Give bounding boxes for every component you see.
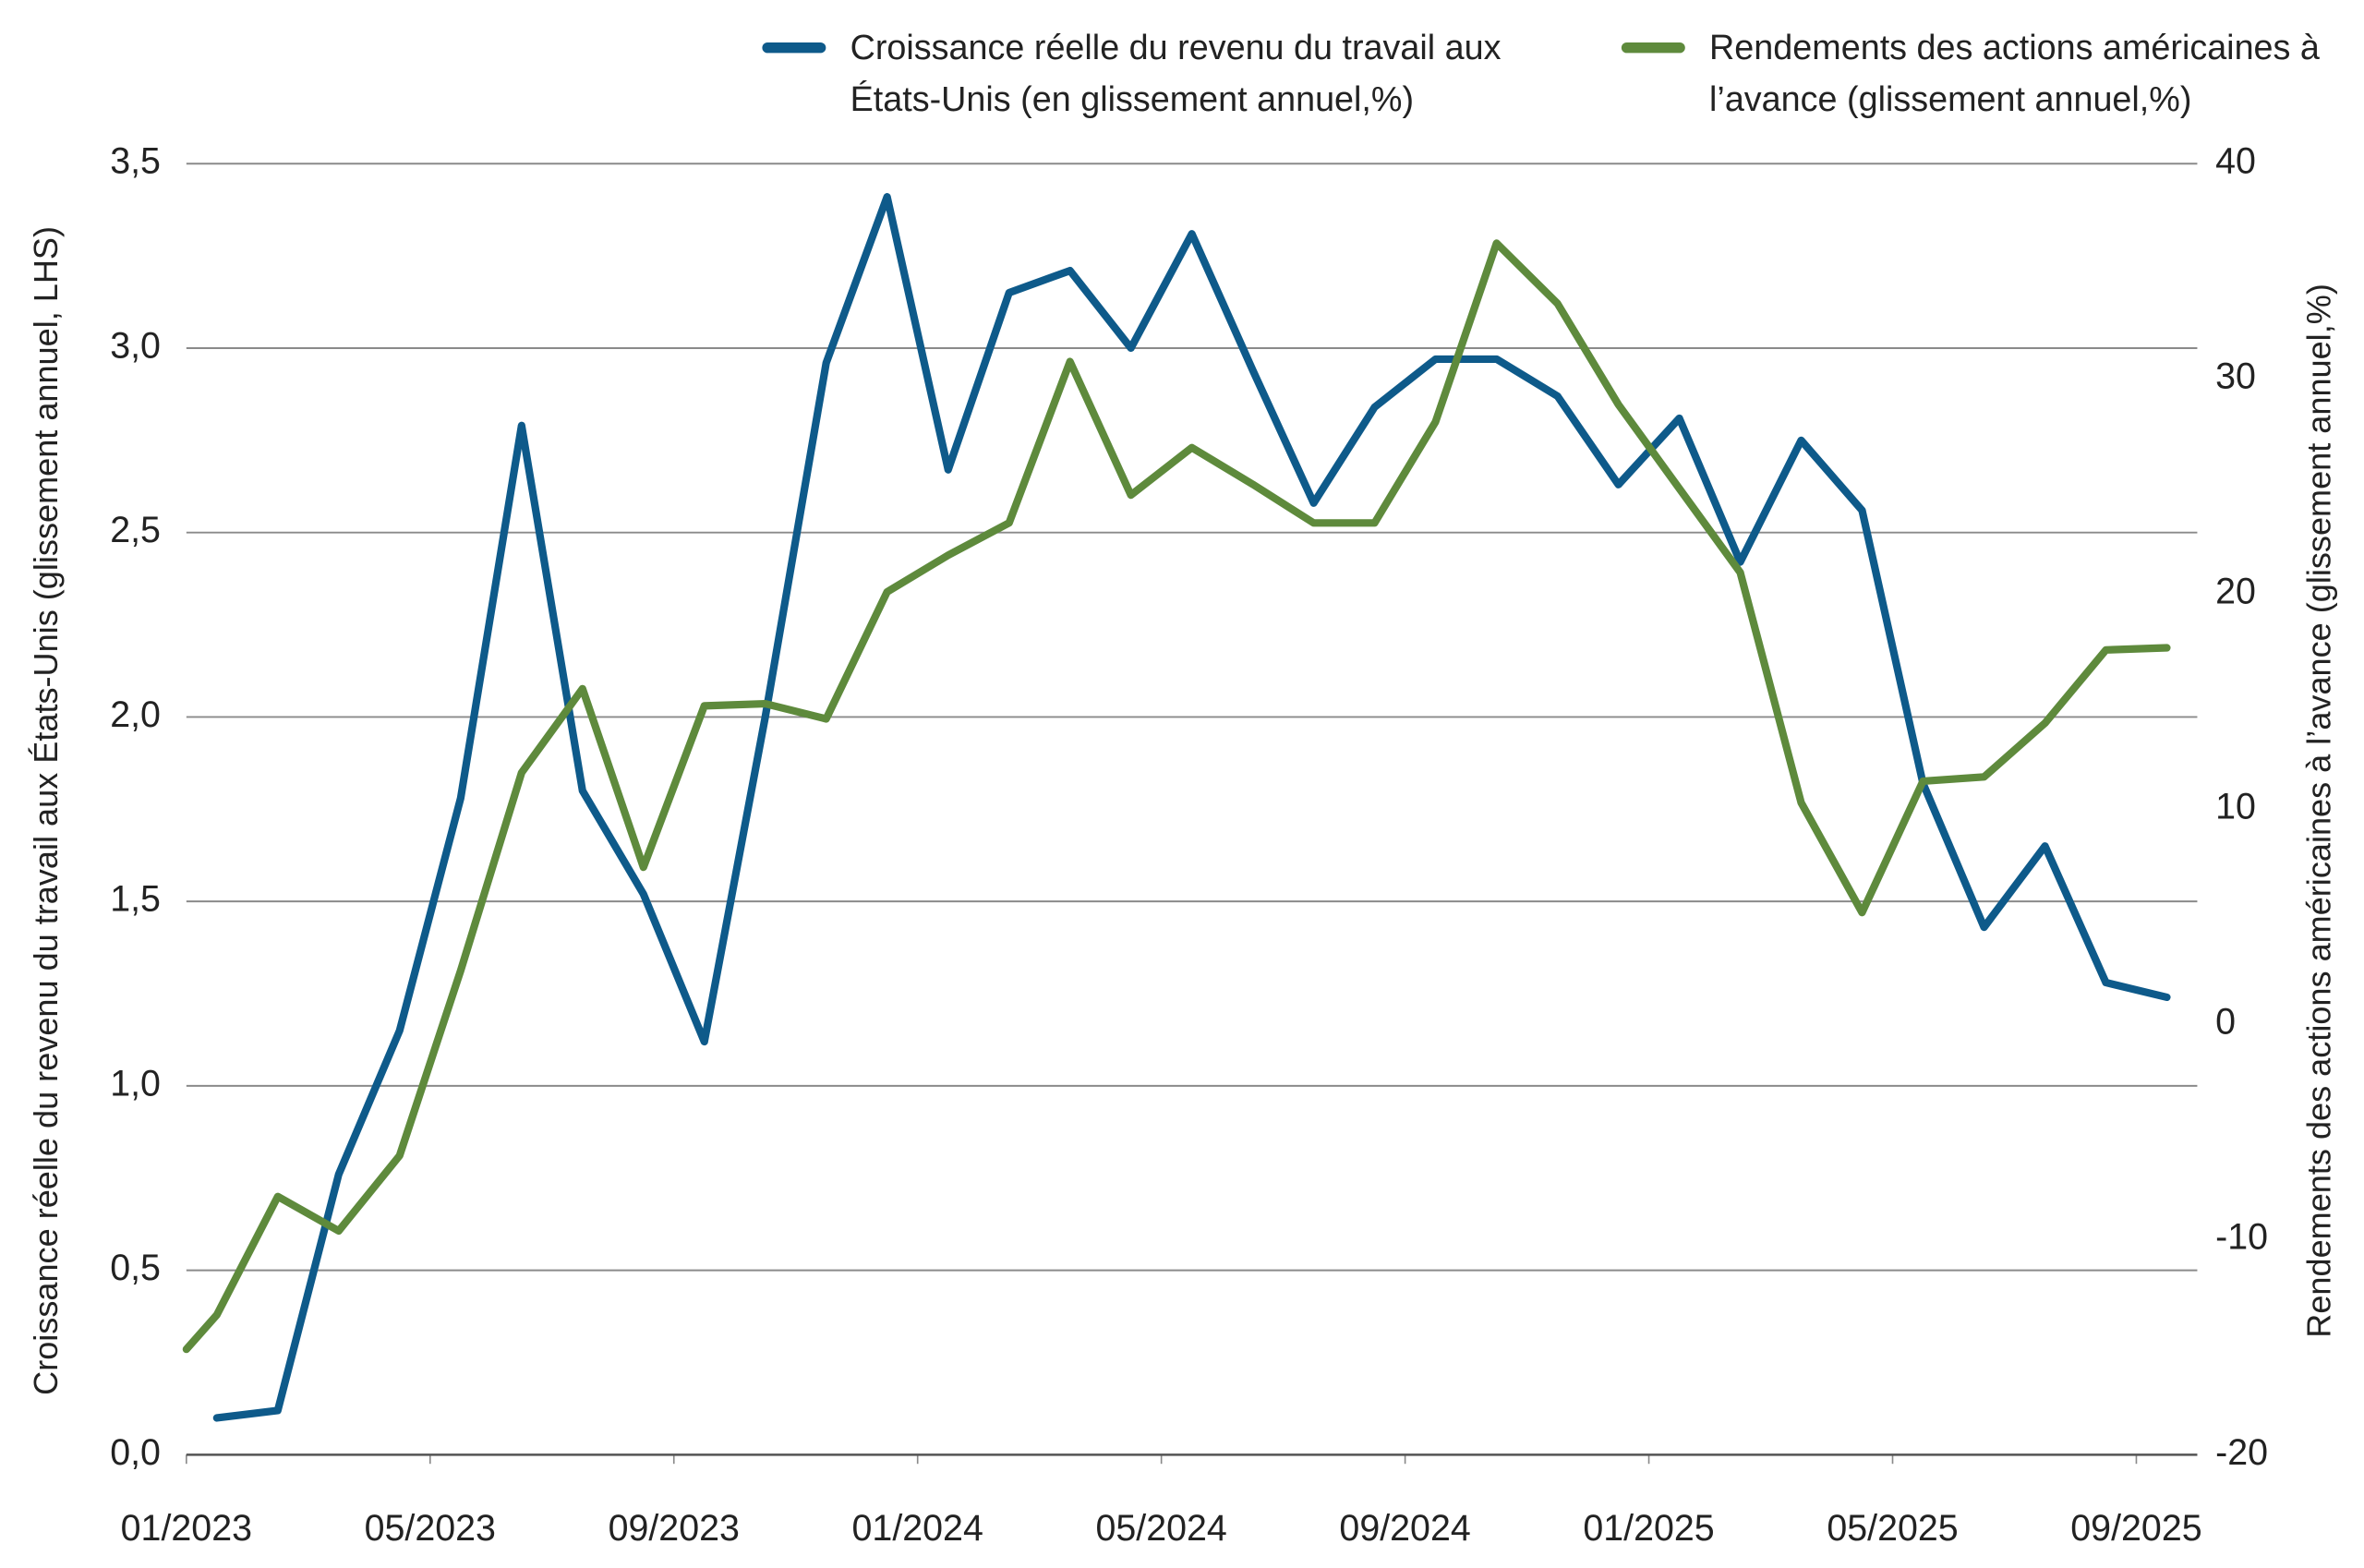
x-tick-label: 01/2023 [121,1508,252,1549]
y2-tick-label: -20 [2215,1432,2268,1473]
legend-label: Croissance réelle du revenu du travail a… [850,27,1502,118]
y-axis-title: Croissance réelle du revenu du travail a… [27,226,65,1395]
legend-swatch [762,42,826,54]
y-tick-label: 3,0 [110,325,161,366]
x-tick-label: 09/2024 [1339,1508,1470,1549]
y-tick-label: 1,5 [110,879,161,920]
x-tick-label: 09/2023 [609,1508,740,1549]
y2-tick-label: 40 [2215,141,2256,182]
y-tick-label: 2,5 [110,510,161,550]
series-line [212,193,2171,1422]
x-tick-label: 01/2024 [852,1508,983,1549]
y2-tick-label: -10 [2215,1217,2268,1258]
y2-tick-label: 30 [2215,356,2256,397]
x-tick-label: 01/2025 [1583,1508,1714,1549]
legend-swatch [1621,42,1685,54]
x-tick-label: 05/2023 [365,1508,496,1549]
legend-entry: Rendements des actions américaines à l’a… [1621,21,2331,125]
y2-tick-label: 0 [2215,1002,2236,1043]
legend-entry: Croissance réelle du revenu du travail a… [762,21,1562,125]
y2-tick-label: 10 [2215,787,2256,827]
y-tick-label: 0,5 [110,1248,161,1288]
y-tick-label: 3,5 [110,141,161,182]
y2-tick-label: 20 [2215,572,2256,612]
y-tick-label: 2,0 [110,694,161,735]
legend-label: Rendements des actions américaines à l’a… [1709,27,2320,118]
y2-axis-title: Rendements des actions américaines à l’a… [2300,283,2338,1338]
series-line [182,239,2171,1354]
x-tick-label: 09/2025 [2070,1508,2201,1549]
x-tick-label: 05/2025 [1827,1508,1958,1549]
y-tick-label: 0,0 [110,1432,161,1473]
y-tick-label: 1,0 [110,1063,161,1104]
x-tick-label: 05/2024 [1095,1508,1226,1549]
